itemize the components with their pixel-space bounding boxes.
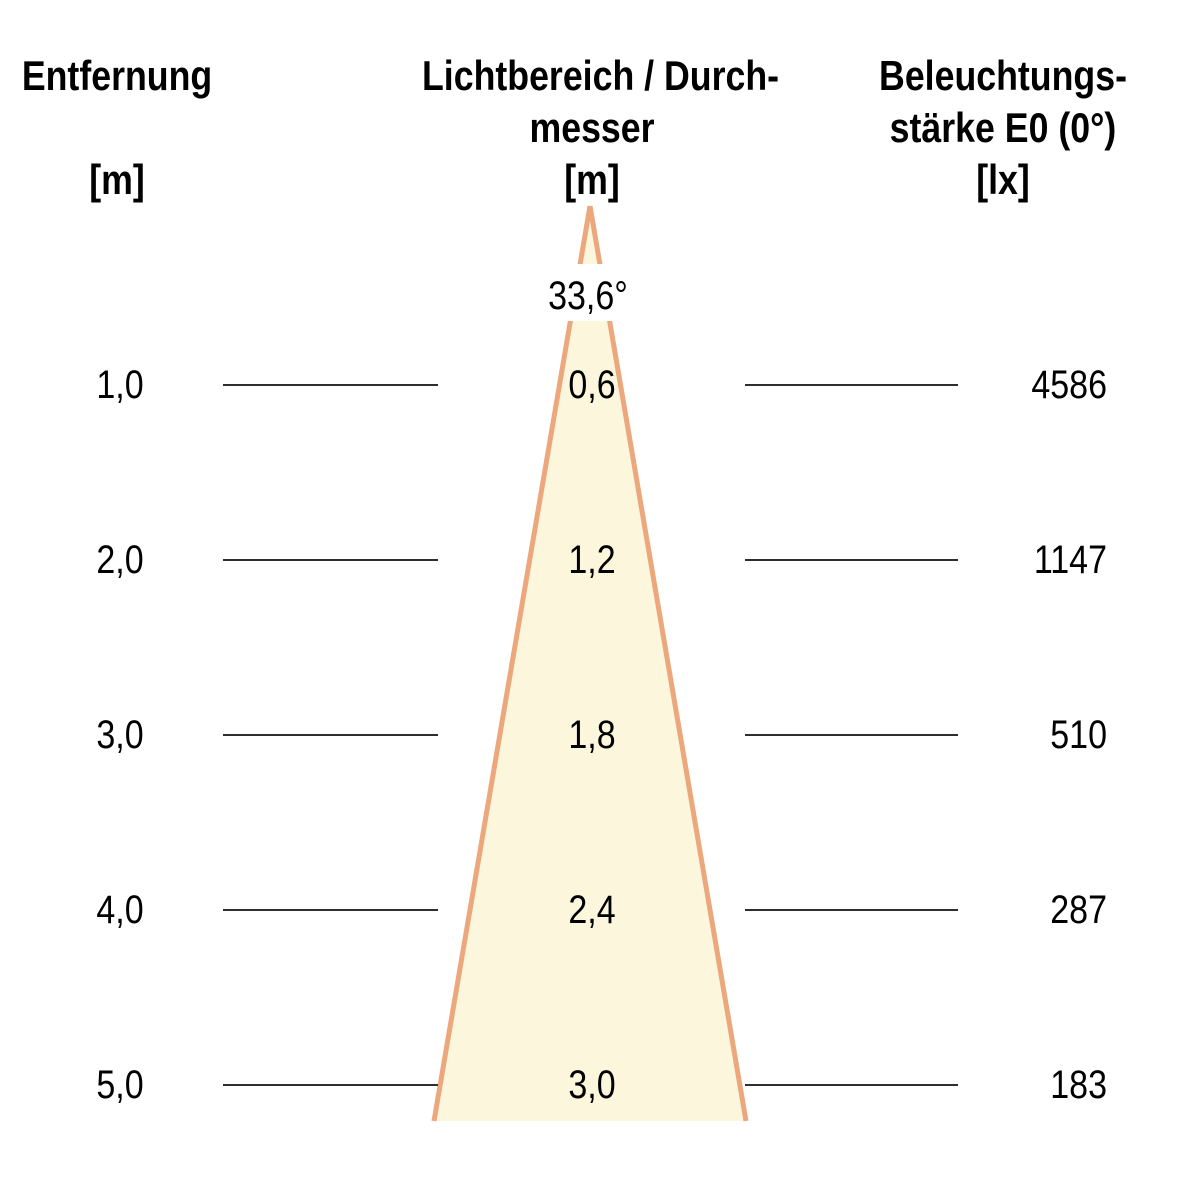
illuminance-unit: [lx] [976,156,1030,203]
distance-value: 1,0 [96,363,144,407]
diameter-value: 3,0 [568,1063,616,1107]
row-line-left [223,559,438,561]
column-header-distance: Entfernung [m] [18,50,217,206]
column-header-diameter: Lichtbereich / Durch- messer [m] [422,50,780,206]
light-cone-shape [434,206,746,1121]
diameter-value: 0,6 [568,363,616,407]
row-line-right [745,559,958,561]
row-line-left [223,734,438,736]
row-line-right [745,1084,958,1086]
diameter-unit: [m] [564,156,620,203]
illuminance-value: 1147 [1033,538,1107,582]
table-row: 5,0 3,0 183 [0,1059,1182,1111]
illuminance-title-line1: Beleuchtungs- [879,52,1127,99]
distance-value: 4,0 [96,888,144,932]
illuminance-title-line2: stärke E0 (0°) [889,104,1117,151]
illuminance-value: 287 [1050,888,1107,932]
cone-left-edge [431,205,593,1122]
header-spacer [18,102,217,154]
illuminance-value: 4586 [1031,363,1107,407]
row-line-left [223,909,438,911]
diameter-value: 1,2 [568,538,616,582]
table-row: 2,0 1,2 1147 [0,534,1182,586]
distance-value: 2,0 [96,538,144,582]
row-line-right [745,909,958,911]
angle-label-mask [536,264,648,321]
row-line-right [745,384,958,386]
beam-angle-label: 33,6° [548,274,628,318]
table-row: 1,0 0,6 4586 [0,359,1182,411]
cone-right-edge [587,205,749,1122]
diameter-title-line2: messer [529,104,655,151]
illuminance-value: 183 [1050,1063,1107,1107]
row-line-right [745,734,958,736]
table-row: 4,0 2,4 287 [0,884,1182,936]
distance-value: 5,0 [96,1063,144,1107]
row-line-left [223,384,438,386]
distance-value: 3,0 [96,713,144,757]
row-line-left [223,1084,438,1086]
table-row: 3,0 1,8 510 [0,709,1182,761]
distance-title: Entfernung [21,52,213,99]
diameter-value: 1,8 [568,713,616,757]
illuminance-value: 510 [1050,713,1107,757]
diameter-value: 2,4 [568,888,616,932]
distance-unit: [m] [89,156,145,203]
column-header-illuminance: Beleuchtungs- stärke E0 (0°) [lx] [833,50,1173,206]
diameter-title-line1: Lichtbereich / Durch- [422,52,780,99]
